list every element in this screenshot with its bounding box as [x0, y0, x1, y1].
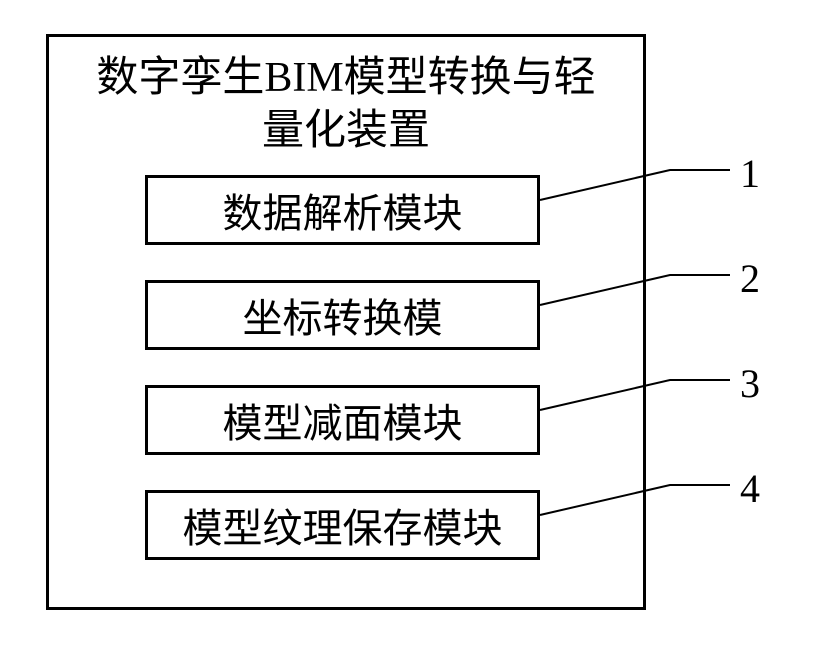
- module-box-2: 坐标转换模: [145, 280, 540, 350]
- module-box-1: 数据解析模块: [145, 175, 540, 245]
- callout-number-3: 3: [740, 360, 760, 407]
- callout-num-text-4: 4: [740, 466, 760, 511]
- callout-number-1: 1: [740, 150, 760, 197]
- module-label-4: 模型纹理保存模块: [183, 496, 503, 554]
- title-line-2: 量化装置: [262, 108, 430, 154]
- module-label-3: 模型减面模块: [223, 391, 463, 449]
- title-line-1: 数字孪生BIM模型转换与轻: [96, 55, 595, 101]
- callout-number-4: 4: [740, 465, 760, 512]
- callout-num-text-1: 1: [740, 151, 760, 196]
- diagram-canvas: 数字孪生BIM模型转换与轻 量化装置 数据解析模块 坐标转换模 模型减面模块 模…: [0, 0, 829, 647]
- module-label-1: 数据解析模块: [223, 181, 463, 239]
- module-box-3: 模型减面模块: [145, 385, 540, 455]
- callout-num-text-3: 3: [740, 361, 760, 406]
- module-label-2: 坐标转换模: [243, 286, 443, 344]
- diagram-title: 数字孪生BIM模型转换与轻 量化装置: [46, 52, 646, 157]
- callout-num-text-2: 2: [740, 256, 760, 301]
- module-box-4: 模型纹理保存模块: [145, 490, 540, 560]
- callout-number-2: 2: [740, 255, 760, 302]
